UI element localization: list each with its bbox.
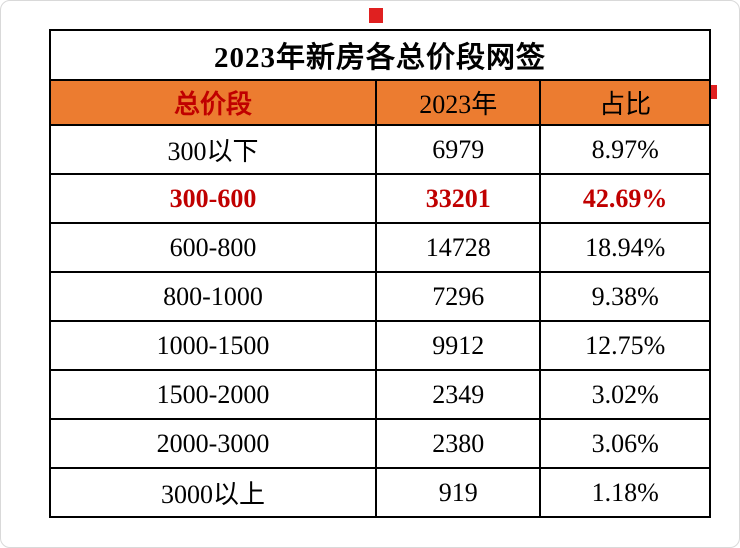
- count-cell: 6979: [375, 124, 542, 175]
- share-cell: 3.06%: [539, 418, 711, 469]
- table-header-row: 总价段 2023年 占比: [48, 79, 711, 126]
- count-cell: 9912: [375, 320, 542, 371]
- price-range-cell: 800-1000: [48, 271, 378, 322]
- table-body: 300以下 6979 8.97% 300-600 33201 42.69% 60…: [48, 124, 711, 518]
- price-range-cell: 1500-2000: [48, 369, 378, 420]
- count-cell: 33201: [375, 173, 542, 224]
- column-header-year-2023: 2023年: [375, 79, 542, 126]
- table-row: 3000以上 919 1.18%: [48, 467, 711, 518]
- share-cell: 12.75%: [539, 320, 711, 371]
- table-title: 2023年新房各总价段网签: [49, 29, 711, 81]
- share-cell: 1.18%: [539, 467, 711, 518]
- count-cell: 2380: [375, 418, 542, 469]
- table-row: 2000-3000 2380 3.06%: [48, 418, 711, 469]
- column-header-price-band: 总价段: [48, 79, 378, 126]
- count-cell: 14728: [375, 222, 542, 273]
- price-range-cell: 300-600: [48, 173, 378, 224]
- table-row: 1500-2000 2349 3.02%: [48, 369, 711, 420]
- price-range-cell: 3000以上: [48, 467, 378, 518]
- table-row: 800-1000 7296 9.38%: [48, 271, 711, 322]
- red-artifact-mark-top: [369, 8, 383, 23]
- price-band-signing-table: 2023年新房各总价段网签 总价段 2023年 占比 300以下 6979 8.…: [48, 29, 711, 518]
- price-range-cell: 2000-3000: [48, 418, 378, 469]
- share-cell: 18.94%: [539, 222, 711, 273]
- count-cell: 919: [375, 467, 542, 518]
- table-row: 600-800 14728 18.94%: [48, 222, 711, 273]
- count-cell: 2349: [375, 369, 542, 420]
- price-range-cell: 600-800: [48, 222, 378, 273]
- share-cell: 9.38%: [539, 271, 711, 322]
- price-range-cell: 1000-1500: [48, 320, 378, 371]
- table-row: 300以下 6979 8.97%: [48, 124, 711, 175]
- price-range-cell: 300以下: [48, 124, 378, 175]
- share-cell: 42.69%: [539, 173, 711, 224]
- table-row: 1000-1500 9912 12.75%: [48, 320, 711, 371]
- table-row: 300-600 33201 42.69%: [48, 173, 711, 224]
- share-cell: 8.97%: [539, 124, 711, 175]
- share-cell: 3.02%: [539, 369, 711, 420]
- count-cell: 7296: [375, 271, 542, 322]
- table-title-row: 2023年新房各总价段网签: [49, 29, 711, 81]
- column-header-share: 占比: [539, 79, 711, 126]
